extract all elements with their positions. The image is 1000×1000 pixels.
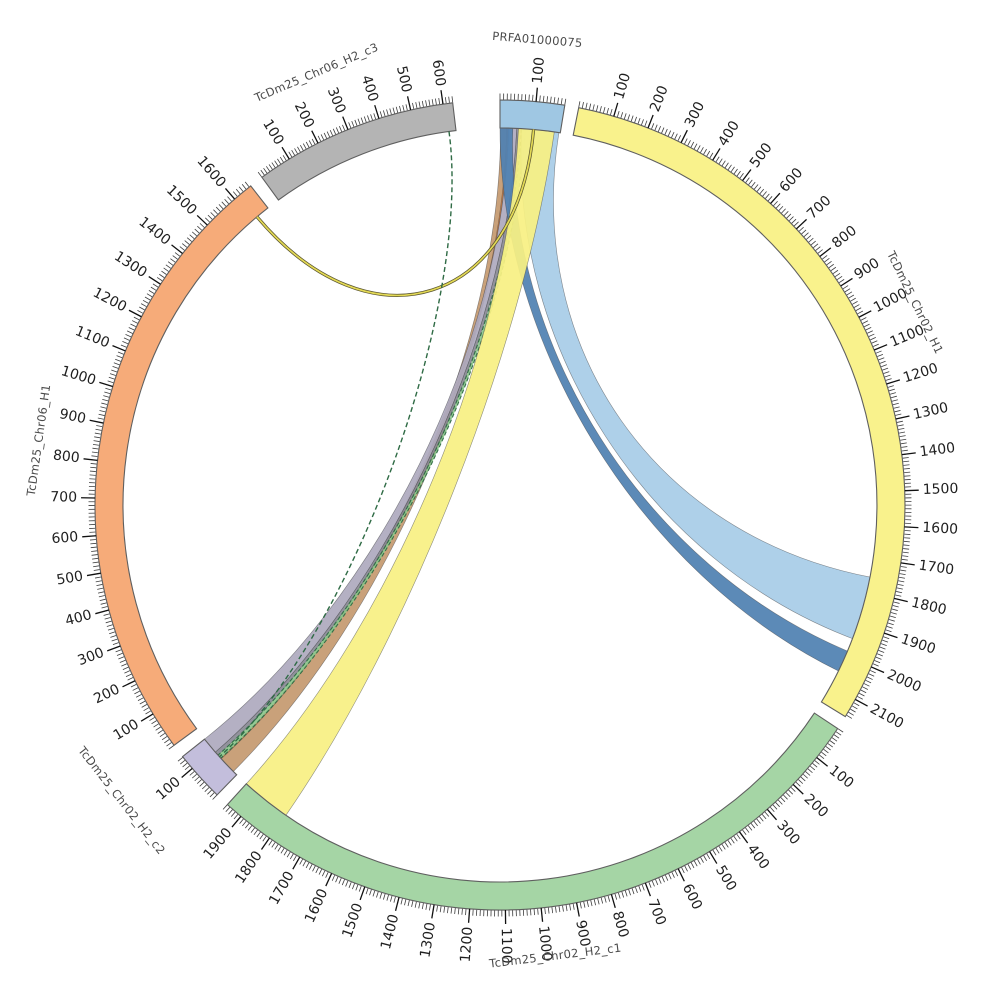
tick-label-TcDm25_Chr02_H2_c1-900: 900 [572, 919, 593, 948]
tick-label-TcDm25_Chr06_H1-800: 800 [52, 447, 80, 466]
tick-label-TcDm25_Chr06_H1-700: 700 [50, 489, 77, 505]
segment-band-PRFA01000075 [499, 99, 566, 134]
tick-label-TcDm25_Chr02_H1-1500: 1500 [922, 481, 958, 498]
tick-label-TcDm25_Chr02_H2_c1-1300: 1300 [417, 921, 439, 959]
major-ticks-PRFA01000075: 100 [530, 56, 548, 102]
tick-label-TcDm25_Chr02_H2_c1-1000: 1000 [535, 925, 555, 962]
tick-label-TcDm25_Chr06_H1-600: 600 [51, 529, 79, 547]
minor-ticks-TcDm25_Chr02_H2_c2 [177, 757, 218, 800]
link-chr06h1-to-prfa-yellow-line [256, 129, 535, 297]
segment-band-TcDm25_Chr06_H2_c3 [261, 102, 457, 201]
thin-links-layer [218, 129, 536, 758]
segment-band-TcDm25_Chr02_H2_c2 [181, 738, 238, 796]
tick-label-TcDm25_Chr02_H1-1700: 1700 [918, 557, 956, 578]
tick-label-TcDm25_Chr02_H1-1600: 1600 [922, 520, 958, 538]
tick-label-TcDm25_Chr06_H1-900: 900 [58, 406, 87, 427]
segment-band-TcDm25_Chr02_H2_c1 [226, 712, 839, 911]
tick-label-TcDm25_Chr02_H1-1300: 1300 [912, 400, 950, 423]
tick-label-TcDm25_Chr06_H2_c3-400: 400 [358, 73, 381, 103]
link-c3-to-c2-green-dashed [218, 131, 453, 758]
tick-label-TcDm25_Chr02_H1-1400: 1400 [919, 440, 956, 460]
segment-band-TcDm25_Chr02_H1 [572, 107, 906, 718]
tick-label-TcDm25_Chr06_H1-500: 500 [55, 568, 84, 588]
tick-label-PRFA01000075-100: 100 [530, 56, 548, 84]
tick-label-TcDm25_Chr02_H2_c1-1200: 1200 [458, 926, 477, 963]
tick-label-TcDm25_Chr02_H2_c1-800: 800 [609, 909, 632, 939]
tick-label-TcDm25_Chr02_H1-1800: 1800 [910, 595, 948, 619]
tick-label-TcDm25_Chr02_H2_c1-1100: 1100 [498, 928, 514, 964]
tick-label-TcDm25_Chr06_H2_c3-500: 500 [393, 65, 414, 95]
tick-label-TcDm25_Chr06_H2_c3-600: 600 [429, 59, 449, 88]
tick-label-TcDm25_Chr06_H1-400: 400 [64, 607, 94, 629]
segment-band-TcDm25_Chr06_H1 [94, 185, 269, 747]
tick-label-TcDm25_Chr02_H1-100: 100 [611, 71, 634, 101]
